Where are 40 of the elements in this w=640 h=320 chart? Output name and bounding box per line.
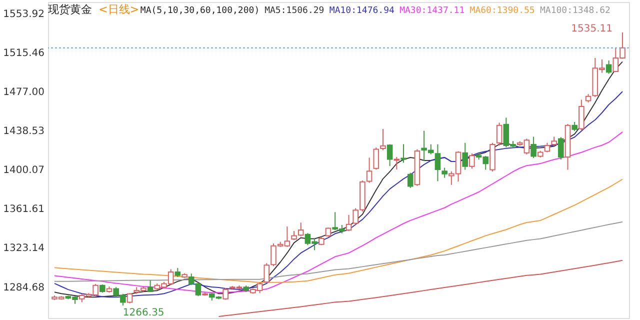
text: MA60:1390.55 bbox=[470, 6, 535, 16]
candlestick bbox=[346, 214, 352, 232]
candlestick bbox=[400, 144, 406, 164]
candlestick bbox=[469, 152, 475, 170]
y-tick-label: 1400.07 bbox=[3, 165, 44, 176]
candlestick bbox=[174, 267, 181, 278]
candlestick bbox=[325, 227, 332, 238]
y-tick-label: 1438.53 bbox=[3, 126, 44, 138]
annotation: 1266.35 bbox=[122, 307, 164, 318]
candlestick bbox=[386, 144, 393, 167]
line-series bbox=[218, 260, 623, 317]
text: MA30:1437.11 bbox=[400, 6, 465, 16]
y-tick-label: 1323.14 bbox=[3, 243, 44, 254]
candlestick bbox=[578, 99, 584, 131]
y-tick-label: 1553.92 bbox=[3, 8, 44, 20]
y-tick-label: 1515.46 bbox=[3, 48, 44, 59]
candlestick bbox=[366, 157, 372, 184]
candlestick bbox=[407, 172, 414, 188]
candlestick bbox=[572, 122, 578, 132]
y-tick-label: 1284.68 bbox=[3, 282, 44, 294]
annotation: 1535.11 bbox=[571, 23, 612, 34]
candlestick bbox=[544, 142, 550, 153]
text: MA5:1506.29 bbox=[264, 6, 324, 16]
candlestick bbox=[530, 136, 536, 158]
candlestick bbox=[442, 167, 448, 178]
chart-subtitle: <日线> bbox=[98, 3, 140, 16]
candlestick bbox=[126, 292, 133, 304]
chart-title: 现货黄金 bbox=[48, 3, 92, 16]
y-tick-label: 1477.00 bbox=[3, 86, 44, 98]
annotation: MA(5,10,30,60,100,200) bbox=[140, 6, 260, 16]
candlestick bbox=[496, 122, 502, 146]
y-tick-label: 1361.61 bbox=[3, 204, 44, 216]
candlestick bbox=[558, 136, 564, 160]
text: MA100:1348.62 bbox=[540, 6, 610, 16]
candlestick bbox=[606, 60, 612, 74]
candlestick bbox=[462, 142, 468, 170]
candlestick bbox=[394, 156, 400, 170]
text: MA10:1476.94 bbox=[329, 6, 394, 16]
candlestick bbox=[551, 136, 557, 147]
candlestick bbox=[434, 144, 441, 182]
